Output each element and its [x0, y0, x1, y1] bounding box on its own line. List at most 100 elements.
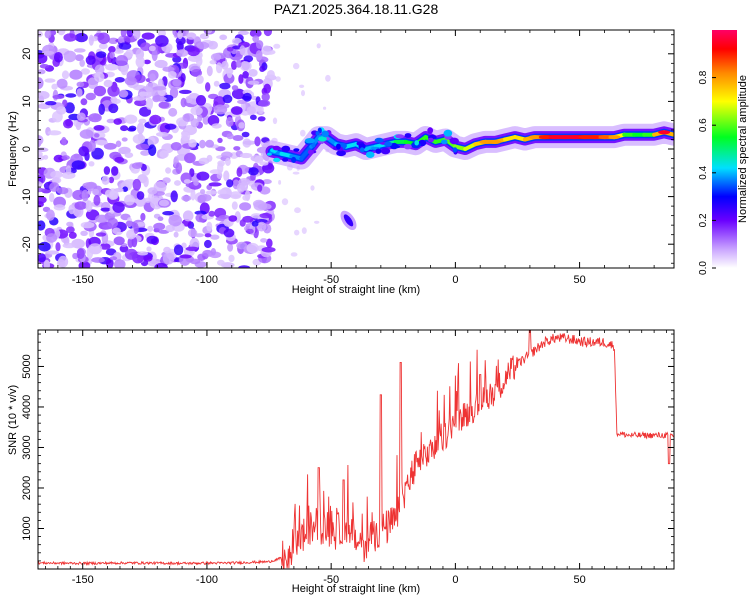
noise-blob [158, 199, 170, 207]
noise-blob [246, 106, 256, 115]
ridge-blob [291, 156, 297, 163]
noise-blob [95, 232, 107, 237]
noise-blob [246, 242, 259, 254]
noise-blob [238, 74, 244, 84]
noise-blob [250, 114, 257, 121]
noise-blob [147, 225, 154, 232]
noise-blob [75, 32, 88, 43]
noise-blob [196, 171, 210, 181]
noise-blob [221, 60, 229, 70]
noise-blob [94, 139, 108, 146]
noise-blob [78, 261, 91, 268]
noise-blob [209, 169, 223, 175]
noise-blob [63, 119, 74, 129]
noise-blob [174, 180, 181, 186]
noise-blob [181, 242, 187, 249]
y-tick-label: -20 [21, 236, 33, 252]
ridge-blob [449, 137, 459, 145]
noise-blob [194, 210, 207, 215]
noise-blob [114, 77, 125, 83]
noise-blob [163, 94, 174, 102]
noise-blob [281, 198, 289, 206]
noise-blob [143, 59, 151, 65]
noise-blob [261, 45, 272, 56]
noise-blob [88, 161, 95, 167]
noise-blob [257, 203, 272, 211]
noise-blob [50, 170, 63, 179]
x-tick-label: 50 [573, 574, 585, 586]
noise-blob [126, 229, 137, 240]
noise-blob [123, 35, 138, 43]
y-tick-label: 2000 [21, 476, 33, 500]
spectrogram-ylabel: Frequency (Hz) [7, 111, 19, 187]
ridge-peak [598, 135, 611, 140]
ridge-blob [307, 149, 314, 155]
noise-blob [177, 30, 183, 40]
noise-blob [175, 36, 186, 45]
spectrogram-xlabel: Height of straight line (km) [292, 284, 420, 296]
snr-series-line [38, 330, 674, 569]
noise-blob [221, 151, 233, 159]
x-tick-label: -100 [196, 274, 218, 286]
noise-blob [132, 178, 142, 191]
noise-blob [211, 123, 222, 129]
noise-blob [136, 122, 145, 134]
noise-blob [38, 77, 44, 89]
noise-blob [91, 257, 105, 263]
noise-blob [122, 186, 128, 192]
ridge-blob [273, 157, 281, 163]
noise-blob [120, 30, 127, 38]
noise-blob [157, 216, 164, 221]
noise-blob [98, 43, 108, 50]
noise-blob [222, 94, 233, 104]
noise-blob [242, 92, 252, 102]
noise-blob [55, 242, 61, 252]
noise-blob [259, 213, 273, 219]
noise-blob [238, 178, 251, 186]
noise-blob [154, 59, 168, 69]
noise-blob [187, 228, 198, 238]
noise-blob [133, 222, 139, 235]
ridge-blob [403, 143, 412, 150]
noise-blob [248, 167, 259, 176]
noise-blob [38, 187, 46, 193]
x-tick-label: -50 [323, 274, 339, 286]
noise-blob [294, 229, 300, 236]
x-tick-label: 0 [452, 574, 458, 586]
noise-blob [108, 176, 115, 184]
noise-blob [106, 118, 116, 124]
noise-blob [121, 137, 128, 142]
noise-blob [38, 195, 47, 204]
noise-blob [290, 252, 298, 257]
ridge-blob [266, 152, 272, 156]
noise-blob [210, 234, 220, 240]
noise-blob [85, 200, 93, 212]
noise-blob [109, 190, 119, 200]
noise-blob [262, 179, 272, 185]
noise-blob [132, 134, 146, 144]
ridge-blob [441, 139, 448, 145]
noise-blob [74, 201, 87, 210]
noise-blob [94, 133, 100, 138]
ridge-peak [578, 135, 591, 140]
noise-blob [232, 135, 244, 141]
y-tick-label: 4000 [21, 395, 33, 419]
noise-blob [228, 254, 235, 263]
noise-blob [38, 69, 46, 75]
noise-blob [125, 49, 134, 58]
noise-blob [238, 265, 251, 268]
noise-blob [97, 32, 110, 45]
noise-blob [56, 78, 68, 89]
x-tick-label: -100 [196, 574, 218, 586]
noise-blob [294, 207, 301, 214]
noise-blob [195, 95, 207, 106]
noise-blob [191, 69, 203, 77]
noise-blob [168, 214, 182, 227]
noise-blob [223, 228, 235, 238]
noise-blob [170, 142, 182, 151]
noise-blob [190, 189, 196, 201]
colorbar: 0.0 0.2 0.4 0.6 0.8 Normalized spectral ampl… [698, 30, 749, 275]
noise-blob [103, 79, 113, 88]
noise-blob [257, 105, 264, 115]
